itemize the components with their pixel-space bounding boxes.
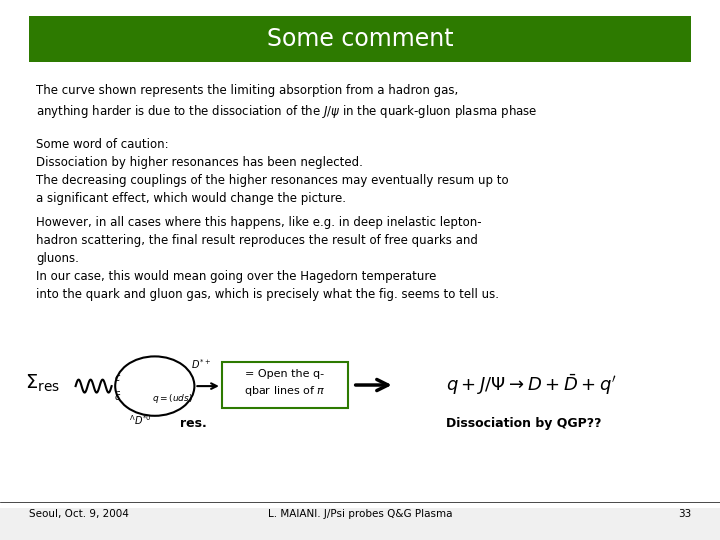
Text: Some word of caution:
Dissociation by higher resonances has been neglected.
The : Some word of caution: Dissociation by hi…	[36, 138, 508, 205]
Text: $\Sigma_{\mathrm{res}}$: $\Sigma_{\mathrm{res}}$	[25, 373, 60, 394]
Text: L. MAIANI. J/Psi probes Q&G Plasma: L. MAIANI. J/Psi probes Q&G Plasma	[268, 509, 452, 519]
Text: Seoul, Oct. 9, 2004: Seoul, Oct. 9, 2004	[29, 509, 129, 519]
Text: $c$: $c$	[114, 373, 121, 383]
Text: $q + J/\Psi \rightarrow D + \bar{D} + q'$: $q + J/\Psi \rightarrow D + \bar{D} + q'…	[446, 373, 617, 397]
Text: res.: res.	[180, 417, 207, 430]
Text: $q=(uds)$: $q=(uds)$	[152, 392, 194, 405]
Text: 33: 33	[678, 509, 691, 519]
Text: $\bar{c}$: $\bar{c}$	[114, 391, 121, 403]
Text: The curve shown represents the limiting absorption from a hadron gas,
anything h: The curve shown represents the limiting …	[36, 84, 537, 120]
Text: $^{\Lambda}D^{*0}$: $^{\Lambda}D^{*0}$	[129, 413, 152, 427]
Text: However, in all cases where this happens, like e.g. in deep inelastic lepton-
ha: However, in all cases where this happens…	[36, 216, 499, 301]
Text: Dissociation by QGP??: Dissociation by QGP??	[446, 417, 602, 430]
Text: $D^{*+}$: $D^{*+}$	[191, 357, 211, 372]
Text: Some comment: Some comment	[266, 27, 454, 51]
Text: = Open the q-
qbar lines of $\pi$: = Open the q- qbar lines of $\pi$	[243, 369, 325, 399]
Bar	[222, 362, 348, 408]
Bar	[29, 16, 691, 62]
